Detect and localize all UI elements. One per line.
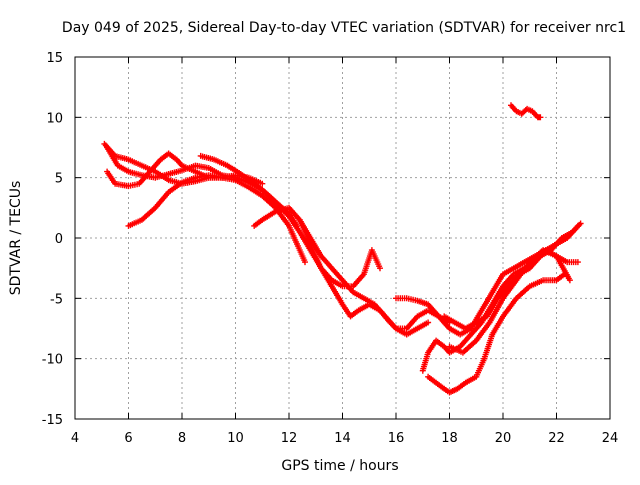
series-points	[251, 204, 453, 332]
x-tick-label: 4	[71, 431, 79, 446]
y-tick-label: 15	[46, 51, 63, 66]
x-tick-label: 18	[441, 431, 458, 446]
y-tick-label: -5	[50, 292, 63, 307]
series-track-14	[508, 102, 544, 121]
x-tick-label: 22	[548, 431, 565, 446]
y-tick-label: -15	[42, 413, 63, 428]
x-tick-label: 14	[334, 431, 351, 446]
series-track-7	[296, 216, 432, 338]
series-points	[481, 271, 568, 362]
series-track-10	[425, 355, 488, 396]
series-track-3	[104, 150, 212, 190]
x-axis-label: GPS time / hours	[281, 458, 398, 474]
y-tick-label: 10	[46, 111, 63, 126]
chart-title: Day 049 of 2025, Sidereal Day-to-day VTE…	[62, 20, 626, 36]
x-tick-label: 12	[281, 431, 298, 446]
series-points	[508, 102, 544, 121]
series-points	[446, 247, 573, 356]
series-points	[296, 216, 432, 338]
y-tick-label: -10	[42, 353, 63, 368]
series-points	[104, 150, 212, 190]
y-axis-label: SDTVAR / TECUs	[8, 181, 24, 296]
x-tick-label: 24	[602, 431, 619, 446]
series-track-6	[251, 204, 453, 332]
x-tick-label: 8	[178, 431, 186, 446]
axis-ticks: 4 6 8 10 12 14 16 18 20 22 24 -15 -10 -5 0 5 10 15	[42, 51, 619, 446]
y-tick-label: 5	[55, 172, 63, 187]
x-tick-label: 6	[124, 431, 132, 446]
series-points	[425, 355, 488, 396]
y-tick-label: 0	[55, 232, 63, 247]
x-tick-label: 20	[495, 431, 512, 446]
data-series	[101, 102, 584, 396]
x-tick-label: 16	[388, 431, 405, 446]
series-track-11	[481, 271, 568, 362]
x-tick-label: 10	[227, 431, 244, 446]
series-track-13	[446, 247, 573, 356]
grid-lines	[75, 57, 610, 419]
